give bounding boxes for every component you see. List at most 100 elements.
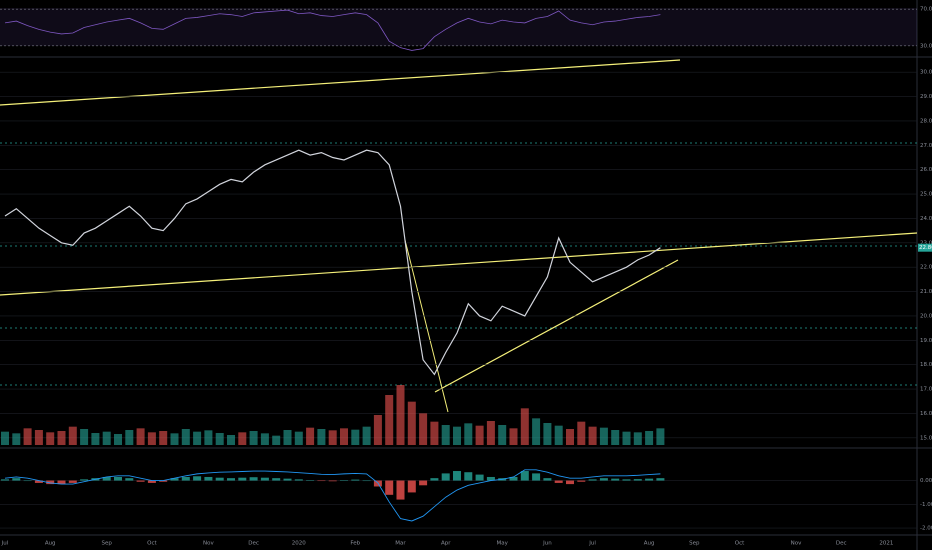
y-tick-label: 25.00 (920, 192, 932, 198)
macd-histogram-bar (227, 478, 235, 481)
x-tick-label: Aug (644, 541, 655, 547)
x-tick-label: Nov (791, 541, 802, 547)
macd-histogram-bar (136, 480, 145, 482)
trend-line (0, 59, 681, 106)
volume-bar (102, 431, 111, 445)
y-tick-label: 23.00 (920, 240, 932, 246)
macd-histogram-bar (80, 479, 89, 481)
volume-bar (633, 432, 642, 445)
macd-histogram-bar (351, 479, 360, 481)
macd-histogram-bar (599, 478, 608, 481)
volume-bar (306, 427, 315, 445)
macd-histogram-bar (249, 477, 258, 481)
x-tick-label: Oct (735, 541, 745, 547)
y-tick-label: 0.00 (920, 478, 932, 484)
volume-bar (396, 385, 405, 445)
x-tick-label: Dec (248, 541, 259, 547)
volume-bar (577, 421, 586, 445)
macd-histogram-bar (566, 480, 574, 485)
x-tick-label: Jul (588, 541, 596, 547)
volume-bar (204, 430, 213, 445)
macd-histogram-bar (147, 480, 156, 483)
volume-bar (645, 431, 654, 445)
x-tick-label: Feb (350, 541, 360, 547)
x-tick-label: 2021 (879, 541, 893, 547)
macd-histogram-bar (1, 479, 9, 481)
y-tick-label: -1.00 (920, 502, 932, 508)
macd-histogram-bar (272, 478, 281, 481)
volume-bar (430, 421, 439, 445)
x-tick-label: Aug (45, 541, 56, 547)
macd-histogram-bar (419, 480, 428, 486)
volume-bar (80, 429, 89, 445)
x-tick-label: Dec (836, 541, 847, 547)
macd-histogram-bar (238, 477, 247, 481)
rsi-line (4, 9, 661, 51)
volume-bar (588, 426, 597, 445)
macd-histogram-bar (204, 476, 213, 481)
plot-layer: 15.00 16.00 17.00 18.00 19.00 20.00 21.00 22.00… (0, 7, 932, 547)
macd-histogram-bar (12, 478, 21, 481)
y-tick-label: 21.00 (920, 289, 932, 295)
volume-bar (34, 430, 43, 445)
macd-histogram-bar (475, 474, 484, 481)
macd-histogram-bar (509, 476, 518, 481)
volume-bar (272, 435, 281, 445)
macd-histogram-bar (159, 480, 168, 482)
volume-bar (385, 395, 394, 445)
macd-histogram-bar (441, 473, 450, 481)
volume-bar (441, 425, 450, 445)
macd-line (4, 469, 661, 522)
x-tick-label: Mar (395, 541, 406, 547)
volume-bar (159, 431, 168, 445)
macd-histogram-bar (453, 471, 461, 481)
y-tick-label: 20.00 (920, 313, 932, 319)
volume-bar (419, 413, 428, 445)
x-tick-label: Jul (1, 541, 9, 547)
macd-histogram-bar (283, 478, 292, 481)
y-tick-label: 29.00 (920, 94, 932, 100)
volume-bar (656, 428, 665, 445)
macd-histogram-bar (114, 476, 122, 481)
y-tick-label: 30.00 (920, 70, 932, 76)
macd-histogram-bar (486, 476, 495, 481)
x-tick-label: Oct (147, 541, 157, 547)
volume-bar (532, 418, 541, 445)
y-tick-label: 15.00 (920, 435, 932, 441)
volume-bar (317, 429, 326, 445)
macd-histogram-bar (340, 480, 348, 481)
volume-bar (249, 431, 258, 445)
volume-bar (147, 432, 156, 445)
macd-histogram-bar (125, 478, 134, 481)
macd-histogram-bar (23, 480, 32, 482)
y-tick-label: 16.00 (920, 411, 932, 417)
volume-bar (136, 428, 145, 445)
rsi-band (0, 8, 917, 46)
volume-bar (475, 425, 484, 445)
macd-histogram-bar (193, 476, 202, 481)
volume-bar (622, 431, 631, 445)
macd-histogram-bar (170, 478, 179, 481)
macd-histogram-bar (633, 479, 642, 481)
y-tick-label: 70.00 (920, 7, 932, 13)
macd-histogram-bar (34, 480, 43, 483)
volume-bar (373, 415, 382, 445)
macd-histogram-bar (588, 479, 597, 481)
volume-bar (114, 434, 122, 445)
macd-histogram-bar (645, 478, 654, 481)
macd-histogram-bar (215, 477, 224, 481)
volume-bar (227, 435, 235, 445)
last-price-box (918, 243, 932, 252)
volume-bar (125, 430, 134, 445)
macd-histogram-bar (46, 480, 55, 485)
y-tick-label: 18.00 (920, 362, 932, 368)
volume-bar (407, 401, 416, 445)
y-tick-label: 28.00 (920, 118, 932, 124)
x-tick-label: Sep (102, 541, 113, 547)
x-tick-label: May (497, 541, 509, 547)
volume-bar (294, 431, 303, 445)
volume-bar (543, 423, 552, 445)
macd-histogram-bar (520, 471, 529, 481)
